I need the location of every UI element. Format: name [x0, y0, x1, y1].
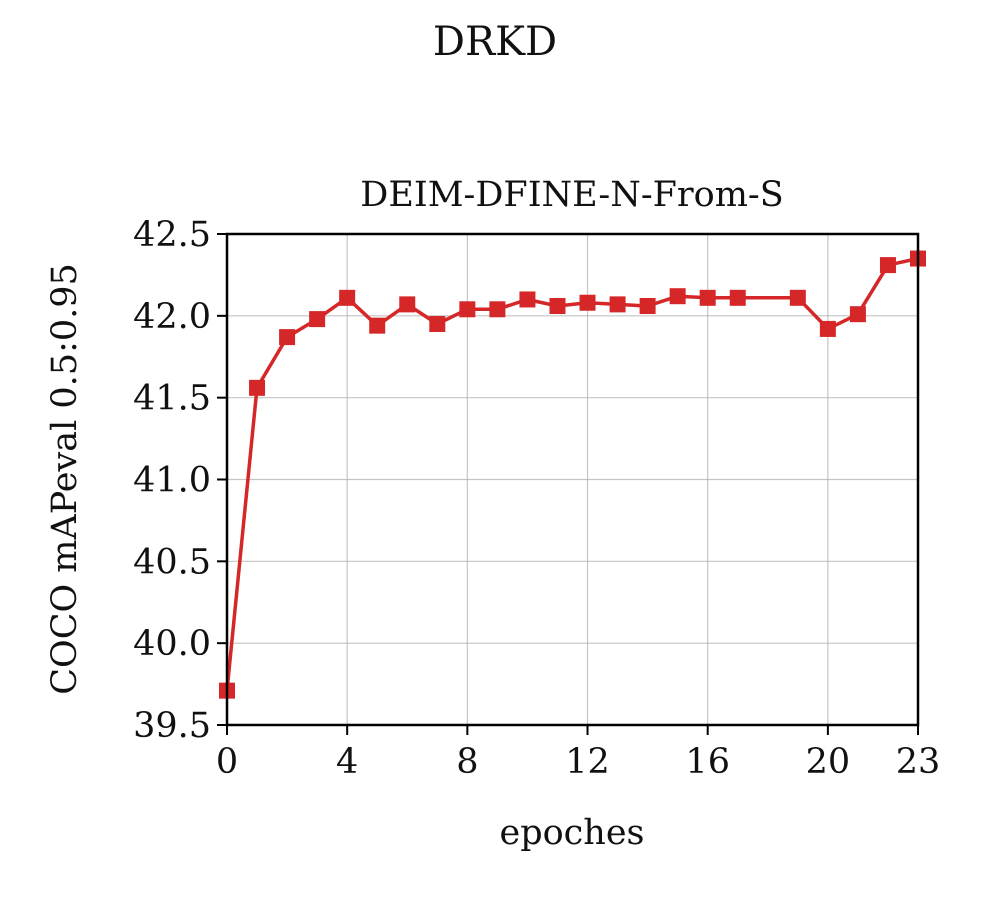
plot-title: DEIM-DFINE-N-From-S: [360, 175, 783, 215]
y-tick-label: 40.5: [133, 542, 211, 582]
series-line: [225, 256, 919, 691]
y-tick-label: 39.5: [133, 706, 211, 746]
data-point: [819, 320, 836, 337]
data-point: [549, 298, 566, 315]
data-point: [369, 317, 386, 334]
y-axis-label: COCO mAPeval 0.5:0.95: [45, 263, 85, 695]
data-point: [279, 329, 296, 346]
data-point: [339, 289, 356, 306]
data-point: [489, 301, 506, 318]
y-tick-label: 42.0: [133, 297, 211, 337]
y-axis-ticks: 39.5 40.0 40.5 41.0 41.5 42.0 42.5: [133, 215, 227, 746]
data-point: [789, 289, 806, 306]
data-point: [579, 294, 596, 311]
x-tick-label: 23: [896, 742, 941, 782]
data-point: [879, 257, 896, 274]
data-point: [429, 316, 446, 333]
x-axis-label: epoches: [499, 813, 644, 853]
x-tick-label: 16: [685, 742, 730, 782]
data-point: [459, 301, 476, 318]
data-point: [699, 289, 716, 306]
data-point: [849, 306, 866, 323]
x-tick-label: 4: [336, 742, 358, 782]
data-point: [609, 296, 626, 313]
data-point: [249, 379, 266, 396]
data-point: [729, 289, 746, 306]
x-axis-ticks: 0 4 8 12 16 20 23: [216, 725, 940, 782]
series-layer: [219, 250, 926, 699]
figure-suptitle: DRKD: [433, 19, 557, 65]
x-tick-label: 0: [216, 742, 238, 782]
y-tick-label: 42.5: [133, 215, 211, 255]
y-tick-label: 40.0: [133, 624, 211, 664]
x-tick-label: 20: [806, 742, 851, 782]
data-point: [639, 298, 656, 315]
data-point: [519, 291, 536, 308]
data-point: [399, 296, 416, 313]
y-tick-label: 41.0: [133, 461, 211, 501]
x-tick-label: 8: [456, 742, 478, 782]
data-point: [309, 311, 326, 328]
data-point: [669, 288, 686, 305]
x-tick-label: 12: [565, 742, 610, 782]
y-tick-label: 41.5: [133, 379, 211, 419]
